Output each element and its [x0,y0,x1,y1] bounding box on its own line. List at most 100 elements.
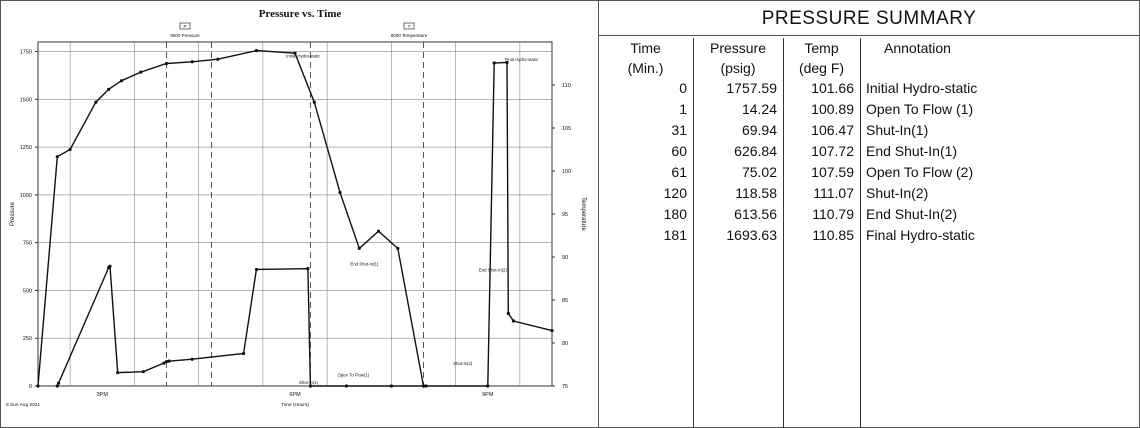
y2-tick-label: 80 [562,341,568,347]
series-line-temperature [37,49,425,387]
y-tick-label: 750 [23,241,32,247]
legend-marker-box [403,22,415,30]
cell-time: 120 [663,185,687,201]
cell-pressure: 626.84 [734,143,777,159]
y-tick-label: 500 [23,288,32,294]
data-point-temperature [396,246,400,250]
y2-tick-label: 105 [562,126,571,132]
data-point-pressure [55,384,59,388]
x-axis-label: Time (Hours) [281,402,309,408]
data-point-pressure [254,267,259,272]
cell-annotation: Shut-In(2) [866,185,929,201]
header-pressure: Pressure (psig) [709,40,767,76]
data-point-pressure [242,351,246,356]
cell-annotation: Final Hydro-static [866,227,975,243]
data-point-temperature [36,384,40,388]
data-point-temperature [94,100,98,104]
x-tick-label: 9PM [482,392,494,398]
data-point-pressure [308,384,313,388]
table-row: 1 14.24 100.89 Open To Flow (1) [598,99,1060,120]
data-point-pressure [506,311,510,315]
data-point-temperature [164,61,169,66]
data-point-pressure [492,61,496,65]
cell-temp: 107.72 [811,143,854,159]
header-time: Time (Min.) [627,40,664,76]
pressure-summary-table: Time (Min.) Pressure (psig) Temp (deg F) An… [598,38,1060,246]
column-divider [783,38,784,428]
chart-annotation: Final Hydro-static [505,57,539,62]
cell-temp: 110.79 [812,206,854,222]
chart-annotation: Shut-In(2) [453,361,473,366]
x-tick-label: 6PM [289,392,301,398]
data-point-pressure [306,267,310,271]
legend-marker-text: T [408,24,411,29]
cell-time: 180 [663,206,687,222]
cell-temp: 111.07 [813,185,854,201]
cell-annotation: Open To Flow (1) [866,101,974,117]
y2-tick-label: 90 [562,255,568,261]
data-point-temperature [421,384,426,388]
y-tick-label: 1750 [20,50,32,56]
legend-marker-box [179,22,191,30]
chart-annotation: Shut-In(1) [299,380,319,385]
cell-pressure: 1693.63 [726,227,777,243]
series-line-pressure [56,61,553,387]
data-point-temperature [376,229,381,233]
data-point-pressure [116,371,120,375]
y2-tick-label: 100 [562,169,571,175]
cell-pressure: 69.94 [741,122,777,138]
data-point-temperature [312,100,316,104]
cell-pressure: 1757.59 [726,80,777,96]
data-point-pressure [141,370,145,374]
cell-temp: 100.89 [811,101,854,117]
legend-marker-text: P [183,24,186,29]
cell-temp: 106.47 [811,122,854,138]
chart-title: Pressure vs. Time [258,8,342,20]
data-point-pressure [550,328,554,333]
table-row: 31 69.94 106.47 Shut-In(1) [598,120,1060,141]
cell-annotation: Open To Flow (2) [866,164,974,180]
table-row: 181 1693.63 110.85 Final Hydro-static [598,225,1060,246]
cell-time: 0 [679,80,687,96]
table-row: 180 613.56 110.79 End Shut-In(2) [598,204,1060,225]
data-point-temperature [216,57,220,61]
cell-temp: 110.85 [812,227,854,243]
data-point-temperature [338,190,342,195]
data-point-pressure [108,264,112,268]
table-row: 60 626.84 107.72 End Shut-In(1) [598,141,1060,162]
y-tick-label: 1500 [20,97,32,103]
data-point-temperature [119,79,124,83]
data-point-pressure [424,384,428,388]
y-axis-label: Pressure [10,201,16,226]
data-point-temperature [68,147,72,152]
cell-annotation: Shut-In(1) [866,122,929,138]
table-header-row: Time (Min.) Pressure (psig) Temp (deg F) An… [598,38,1060,78]
summary-panel: PRESSURE SUMMARY Time (Min.) Pressure (psi… [598,0,1140,428]
cell-time: 60 [671,143,687,159]
chart-annotation: End Shut-In(2) [479,267,508,272]
chart-annotation: Initial Hydro-static [286,53,321,58]
cell-pressure: 118.58 [735,185,777,201]
y2-tick-label: 95 [562,212,568,218]
data-point-temperature [190,60,194,64]
cell-annotation: Initial Hydro-static [866,80,978,96]
x-tick-label: 3PM [97,392,109,398]
data-point-pressure [56,381,61,385]
cell-time: 181 [663,227,687,243]
column-divider [860,38,861,428]
data-point-pressure [162,361,166,365]
cell-time: 31 [671,122,687,138]
data-point-pressure [511,319,516,323]
data-point-pressure [486,384,490,388]
data-point-pressure [164,359,169,364]
pressure-time-chart: 1750 1500 1250 1000 750 500 250 0 110 105 100 95 90 8… [6,22,586,408]
cell-time: 61 [671,164,687,180]
table-row: 0 1757.59 101.66 Initial Hydro-static [598,78,1060,99]
y2-tick-label: 75 [562,384,568,390]
cell-pressure: 14.24 [741,101,777,117]
data-point-temperature [139,70,143,74]
y-tick-label: 1250 [20,145,32,151]
cell-temp: 107.59 [811,164,854,180]
data-point-temperature [293,51,297,55]
y-tick-label: 1000 [20,193,32,199]
